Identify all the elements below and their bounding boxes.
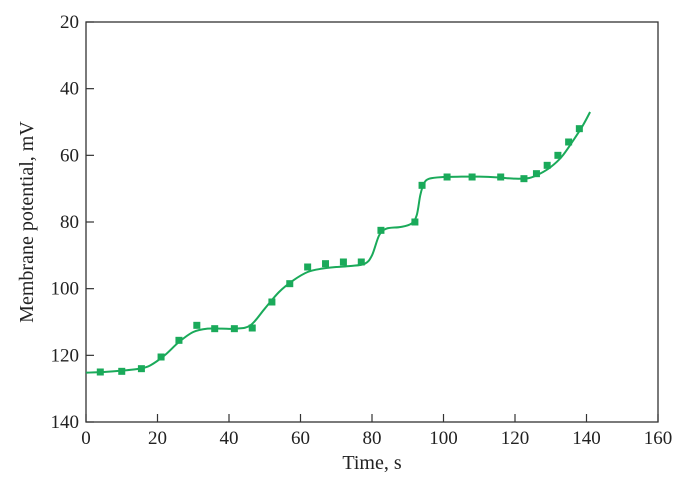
data-point-marker bbox=[497, 173, 505, 181]
data-point-marker bbox=[520, 175, 528, 183]
data-point-marker bbox=[575, 125, 583, 133]
data-point-marker bbox=[377, 226, 385, 234]
data-point-marker bbox=[357, 258, 365, 266]
data-point-marker bbox=[248, 324, 256, 332]
data-point-marker bbox=[304, 263, 312, 271]
data-point-marker bbox=[193, 321, 201, 329]
data-point-marker bbox=[543, 161, 551, 169]
x-tick-label: 20 bbox=[148, 428, 167, 449]
y-tick-label: 60 bbox=[60, 145, 79, 166]
data-point-marker bbox=[230, 325, 238, 333]
y-axis-ticks: 20 40 60 80 100 120 140 bbox=[51, 12, 94, 433]
data-point-marker bbox=[157, 353, 165, 361]
data-point-marker bbox=[286, 280, 294, 288]
x-tick-label: 80 bbox=[363, 428, 382, 449]
plot-frame bbox=[85, 21, 659, 423]
data-point-marker bbox=[339, 258, 347, 266]
data-point-marker bbox=[322, 260, 330, 268]
x-tick-label: 160 bbox=[644, 428, 673, 449]
y-tick-label: 80 bbox=[60, 212, 79, 233]
x-axis-title: Time, s bbox=[342, 452, 402, 473]
series-markers bbox=[96, 125, 583, 376]
series-line bbox=[85, 111, 591, 374]
data-point-marker bbox=[418, 181, 426, 189]
y-tick-label: 120 bbox=[51, 345, 80, 366]
data-point-marker bbox=[96, 368, 104, 376]
data-point-marker bbox=[443, 173, 451, 181]
y-tick-label: 40 bbox=[60, 79, 79, 100]
x-tick-label: 120 bbox=[501, 428, 530, 449]
y-axis-title: Membrane potential, mV bbox=[16, 121, 38, 323]
data-point-marker bbox=[532, 170, 540, 178]
data-point-marker bbox=[137, 365, 145, 373]
x-tick-label: 100 bbox=[429, 428, 458, 449]
data-point-marker bbox=[175, 336, 183, 344]
y-tick-label: 20 bbox=[60, 12, 79, 33]
data-point-marker bbox=[411, 218, 419, 226]
y-tick-label: 100 bbox=[51, 279, 80, 300]
y-tick-label: 140 bbox=[51, 412, 80, 433]
x-tick-label: 0 bbox=[81, 428, 91, 449]
data-point-marker bbox=[468, 173, 476, 181]
data-point-marker bbox=[211, 325, 219, 333]
data-point-marker bbox=[118, 367, 126, 375]
x-tick-label: 60 bbox=[291, 428, 310, 449]
data-point-marker bbox=[268, 298, 276, 306]
data-point-marker bbox=[554, 151, 562, 159]
data-point-marker bbox=[565, 138, 573, 146]
x-axis-ticks: 0 20 40 60 80 100 120 140 160 bbox=[81, 414, 672, 449]
x-tick-label: 140 bbox=[572, 428, 601, 449]
x-tick-label: 40 bbox=[220, 428, 239, 449]
